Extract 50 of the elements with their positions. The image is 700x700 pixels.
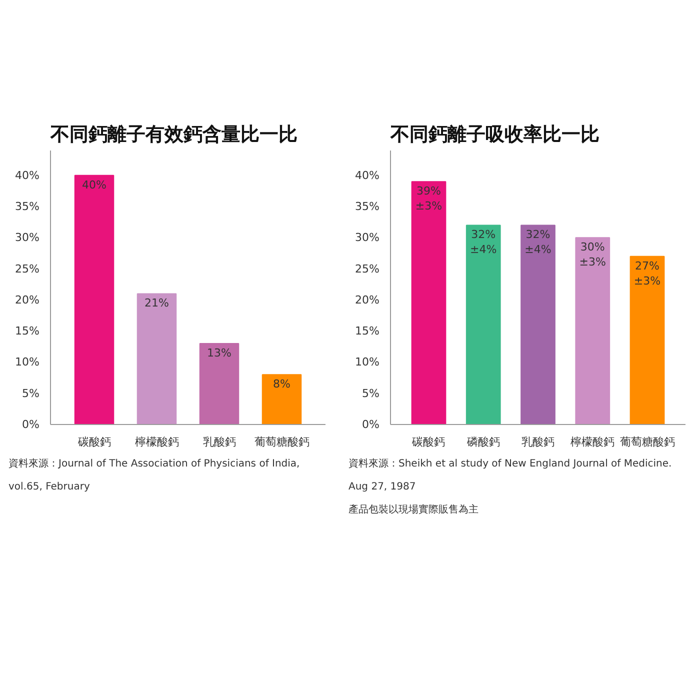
y-tick-label: 20%	[355, 293, 380, 306]
data-label: 21%	[144, 296, 169, 310]
bar	[262, 374, 302, 424]
y-tick-label: 30%	[355, 231, 380, 244]
y-tick-label: 25%	[15, 262, 40, 276]
bar	[520, 224, 556, 424]
y-tick-label: 30%	[15, 231, 40, 244]
data-label: 27% ±3%	[634, 259, 661, 288]
y-tick-label: 15%	[15, 324, 40, 338]
x-tick-label: 葡萄糖酸鈣	[254, 436, 310, 448]
bar	[136, 293, 177, 424]
y-tick-label: 35%	[15, 200, 40, 214]
data-label: 8%	[273, 378, 290, 391]
text: 資料來源：Sheikh et al study of New England Journal of Medicine. Aug 27, 1987	[348, 458, 672, 492]
y-tick-label: 0%	[362, 418, 380, 431]
y-tick-label: 35%	[355, 200, 380, 214]
data-label: 32% ±4%	[524, 228, 552, 256]
x-tick-label: 乳酸鈣	[202, 436, 236, 448]
data-label: 13%	[207, 346, 232, 360]
x-tick-label: 檸檬酸鈣	[570, 436, 615, 448]
x-tick-label: 葡萄糖酸鈣	[620, 436, 675, 448]
x-tick-label: 碳酸鈣	[76, 436, 111, 448]
y-tick-label: 40%	[355, 168, 380, 182]
y-tick-label: 40%	[15, 168, 40, 182]
x-tick-label: 檸檬酸鈣	[134, 436, 179, 448]
data-label: 30% ±3%	[579, 240, 606, 269]
chart-title: 不同鈣離子吸收率比一比	[390, 124, 600, 146]
y-tick-label: 10%	[15, 356, 40, 369]
y-tick-label: 0%	[22, 418, 40, 431]
data-label: 32% ±4%	[470, 228, 497, 256]
bar	[575, 237, 610, 424]
bar	[630, 256, 665, 424]
y-tick-label: 10%	[355, 356, 380, 369]
bar	[466, 224, 501, 424]
data-label: 40%	[82, 178, 106, 192]
text: 資料來源：Journal of The Association of Physicians of India, vol.65, February	[8, 458, 300, 492]
x-tick-label: 碳酸鈣	[411, 436, 446, 448]
data-label: 39% ±3%	[415, 184, 442, 213]
y-tick-label: 20%	[15, 293, 40, 306]
text: 產品包裝以現場實際販售為主	[348, 504, 478, 516]
chart-title: 不同鈣離子有效鈣含量比一比	[50, 124, 298, 146]
y-tick-label: 5%	[362, 386, 380, 400]
y-tick-label: 25%	[355, 262, 380, 276]
x-tick-label: 磷酸鈣	[466, 436, 500, 448]
bar	[411, 181, 446, 424]
y-tick-label: 5%	[22, 386, 40, 400]
x-tick-label: 乳酸鈣	[522, 436, 554, 448]
bar	[74, 174, 114, 424]
bar	[199, 343, 240, 424]
y-tick-label: 15%	[355, 324, 380, 338]
